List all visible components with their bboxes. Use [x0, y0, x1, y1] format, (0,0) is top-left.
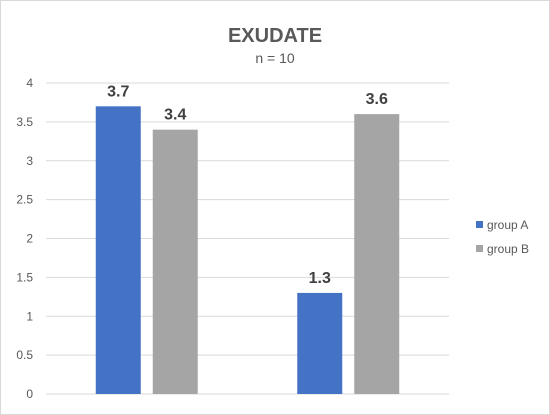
legend-label: group A: [487, 218, 528, 232]
chart-title: EXUDATE: [228, 25, 322, 47]
bar-group-b: [152, 129, 198, 394]
y-tick-label: 4: [26, 76, 33, 90]
y-tick-label: 3: [26, 154, 33, 168]
legend-swatch: [476, 245, 483, 252]
legend: group A group B: [476, 218, 529, 256]
legend-swatch: [476, 221, 483, 228]
legend-label: group B: [487, 242, 529, 256]
bar-group-a: [95, 106, 141, 394]
data-label: 3.7: [107, 83, 129, 100]
y-tick-label: 0.5: [16, 348, 33, 362]
y-tick-label: 0: [26, 387, 33, 401]
bar-group-b: [354, 114, 400, 394]
y-tick-label: 1: [26, 309, 33, 323]
y-axis: 0 0.5 1 1.5 2 2.5 3 3.5 4: [16, 76, 33, 401]
data-labels: 3.7 1.3 3.4 3.6: [107, 83, 388, 287]
y-tick-label: 2: [26, 232, 33, 246]
y-tick-label: 1.5: [16, 270, 33, 284]
data-label: 3.4: [164, 107, 186, 124]
chart-subtitle: n = 10: [255, 50, 295, 66]
bar-group-a: [297, 292, 343, 394]
y-tick-label: 2.5: [16, 193, 33, 207]
bars: [95, 106, 400, 394]
data-label: 1.3: [309, 270, 331, 287]
y-tick-label: 3.5: [16, 115, 33, 129]
data-label: 3.6: [366, 91, 388, 108]
